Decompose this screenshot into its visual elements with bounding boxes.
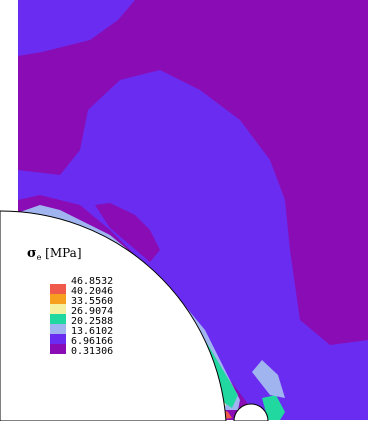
legend-label: 0.31306 — [71, 346, 114, 357]
legend-label: 46.8532 — [71, 276, 114, 287]
legend-labels: 46.8532 40.2046 33.5560 26.9074 20.2588 13.61… — [71, 277, 113, 357]
small-hole — [233, 403, 269, 421]
legend-swatch — [50, 294, 66, 304]
legend-subscript: e — [36, 253, 42, 262]
legend-swatch — [50, 324, 66, 334]
legend-swatch — [50, 284, 66, 294]
legend-label: 20.2588 — [71, 316, 114, 327]
legend-swatch — [50, 314, 66, 324]
legend-label: 6.96166 — [71, 336, 114, 347]
legend-label: 40.2046 — [71, 286, 114, 297]
legend-symbol: σ — [27, 246, 37, 261]
legend-swatch — [50, 344, 66, 354]
right-stress-band-lavender — [252, 360, 285, 398]
legend-swatch — [50, 304, 66, 314]
mid-stress-lobe — [18, 70, 368, 420]
legend-swatch — [50, 334, 66, 344]
legend-label: 33.5560 — [71, 296, 114, 307]
legend-unit: [MPa] — [45, 246, 82, 260]
inner-low-stress-notch — [95, 203, 160, 262]
large-hole — [0, 210, 227, 421]
right-stress-band-cyan — [262, 395, 285, 420]
top-left-stress-band — [18, 0, 135, 56]
legend-label: 13.6102 — [71, 326, 114, 337]
legend-label: 26.9074 — [71, 306, 114, 317]
legend-title: σe [MPa] — [27, 246, 82, 262]
legend-color-bar — [50, 284, 66, 354]
